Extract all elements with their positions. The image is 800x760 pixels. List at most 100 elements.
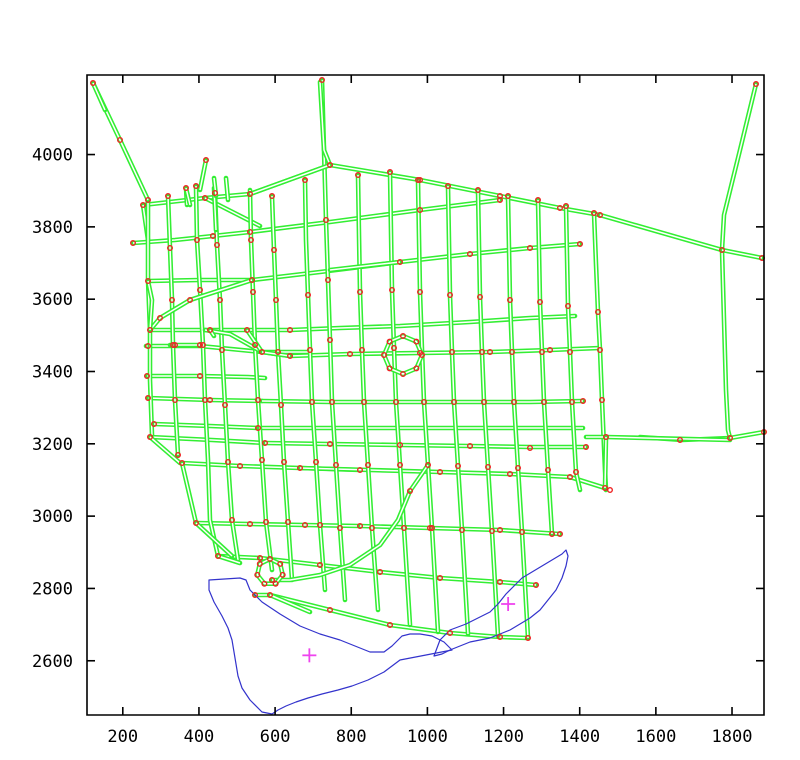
network-node [525, 635, 532, 642]
zone-centroids-layer [302, 596, 516, 663]
road-link-horizontal-median [261, 400, 584, 403]
network-node [719, 246, 726, 253]
network-node [246, 521, 253, 528]
network-node [333, 462, 340, 469]
network-node [279, 571, 286, 578]
network-node [249, 289, 256, 296]
network-node [262, 440, 269, 447]
network-node [455, 463, 462, 470]
y-axis-ticks [87, 153, 764, 662]
road-link-vertical-median [537, 199, 553, 535]
road-link-vertical-median [249, 189, 273, 571]
network-node [246, 228, 253, 235]
network-node [146, 434, 153, 441]
network-node [515, 465, 522, 472]
network-node [169, 342, 176, 349]
network-node [144, 196, 151, 203]
network-node [144, 278, 151, 285]
network-node [573, 469, 580, 476]
network-node [361, 399, 368, 406]
network-node [545, 467, 552, 474]
network-node [505, 192, 512, 199]
road-link-diagonal-median [217, 555, 241, 564]
road-link-horizontal-median [259, 557, 537, 586]
road-link-diagonal-median [599, 214, 723, 251]
road-link-diagonal-median [721, 249, 731, 439]
network-node [243, 327, 250, 334]
network-node [267, 592, 274, 599]
y-tick-label: 2800 [32, 579, 73, 599]
network-node [171, 397, 178, 404]
network-node [146, 327, 153, 334]
network-node [557, 531, 564, 538]
roundabout-main-median [383, 335, 423, 375]
network-node [497, 634, 504, 641]
network-node [497, 192, 504, 199]
network-node [228, 517, 235, 524]
road-link-diagonal-median [729, 431, 765, 439]
road-link-diagonal-median [721, 249, 763, 259]
network-node [357, 289, 364, 296]
road-link-diagonal-median [195, 522, 233, 557]
network-node [381, 352, 388, 359]
network-node [507, 471, 514, 478]
road-link-diagonal-median [329, 261, 401, 271]
network-node [213, 241, 220, 248]
network-node [302, 176, 309, 183]
network-node [447, 630, 454, 637]
y-tick-label: 4000 [32, 146, 73, 166]
zone-centroid-marker [302, 648, 317, 663]
road-link-diagonal-median [181, 462, 197, 524]
network-node [401, 525, 408, 532]
network-node [511, 399, 518, 406]
x-tick-label: 600 [260, 727, 291, 747]
road-link-horizontal-median [247, 315, 576, 331]
network-node [421, 399, 428, 406]
network-node [275, 349, 282, 356]
road-link-diagonal-median [604, 436, 607, 489]
zone-polygon-left [208, 577, 453, 715]
network-node [327, 607, 334, 614]
road-link-diagonal-median [272, 490, 411, 581]
x-tick-label: 1800 [712, 727, 753, 747]
axis-tick-labels: 200 400 600 800 1000 1200 1400 1600 1800 2600 2800… [32, 146, 752, 747]
network-node [209, 232, 216, 239]
network-node [248, 277, 255, 284]
y-tick-label: 2600 [32, 652, 73, 672]
road-link-horizontal-median [289, 347, 601, 357]
network-node [533, 582, 540, 589]
road-link-horizontal-median [269, 594, 529, 639]
road-link-diagonal-median [147, 280, 153, 331]
road-link-vertical-median [271, 195, 293, 581]
network-node [569, 399, 576, 406]
y-tick-label: 3000 [32, 507, 73, 527]
y-tick-label: 3600 [32, 290, 73, 310]
network-node [347, 351, 354, 358]
network-node [178, 460, 185, 467]
network-node [216, 297, 223, 304]
x-tick-label: 1600 [635, 727, 676, 747]
road-link-diagonal-median [149, 436, 181, 464]
network-node [397, 462, 404, 469]
network-node [400, 371, 407, 378]
network-node [527, 244, 534, 251]
network-node [327, 161, 334, 168]
network-node [509, 349, 516, 356]
network-node [449, 349, 456, 356]
network-node [319, 76, 326, 83]
network-node [196, 342, 203, 349]
network-node [254, 425, 261, 432]
road-link-vertical-median [167, 195, 179, 456]
network-node [329, 399, 336, 406]
network-node [597, 211, 604, 218]
network-node [445, 182, 452, 189]
network-node [273, 297, 280, 304]
network-node [369, 525, 376, 532]
network-node [164, 192, 171, 199]
network-node [281, 459, 288, 466]
network-node [479, 349, 486, 356]
network-node [171, 342, 178, 349]
network-node [519, 529, 526, 536]
